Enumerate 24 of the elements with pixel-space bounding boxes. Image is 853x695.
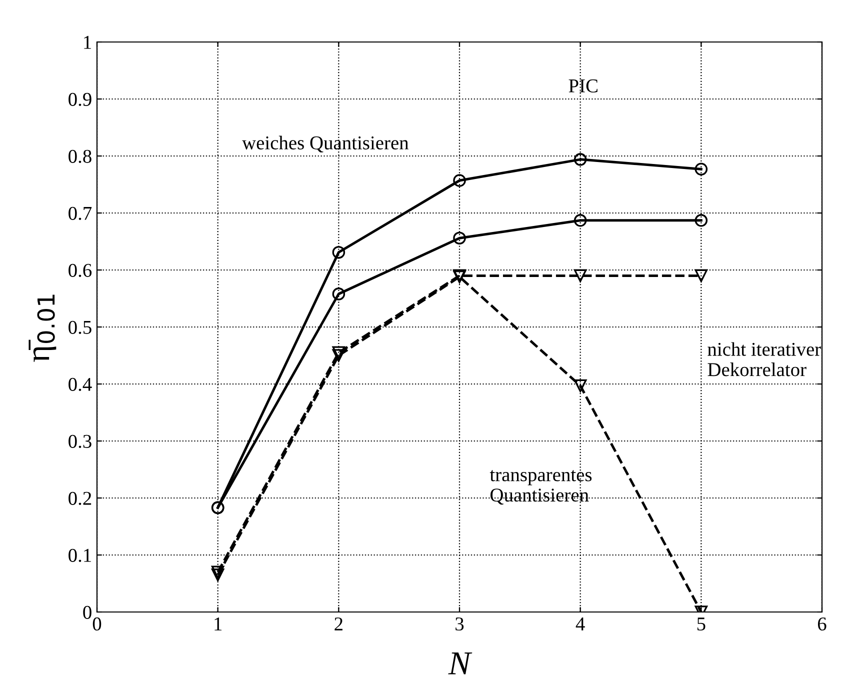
x-tick-label: 0 [92, 617, 102, 631]
annotation: nicht iterativer Dekorrelator [708, 342, 821, 376]
x-tick-label: 6 [818, 617, 826, 631]
y-tick-label: 0.9 [68, 92, 92, 106]
y-tick-label: 0.4 [68, 378, 92, 392]
annotation: PIC [568, 79, 598, 92]
x-tick-label: 3 [456, 617, 464, 631]
y-tick-label: 1 [84, 36, 91, 49]
y-tick-label: 0.7 [68, 206, 92, 220]
annotation: weiches Quantisieren [242, 136, 409, 152]
x-tick-label: 2 [334, 617, 342, 630]
y-tick-label: 0 [83, 606, 92, 619]
y-axis-title: η̄$_{0.01}$ [28, 294, 56, 362]
y-tick-label: 0.8 [68, 150, 92, 164]
x-axis-title: N [448, 652, 472, 674]
annotation: transparentes Quantisieren [490, 470, 592, 505]
y-tick-label: 0.1 [68, 548, 91, 562]
y-tick-label: 0.6 [68, 264, 92, 278]
x-tick-label: 4 [576, 618, 585, 630]
x-tick-label: 5 [697, 618, 706, 631]
y-tick-label: 0.3 [68, 434, 92, 448]
y-tick-label: 0.5 [68, 320, 92, 334]
y-tick-label: 0.2 [68, 492, 92, 506]
x-tick-label: 1 [214, 618, 222, 630]
